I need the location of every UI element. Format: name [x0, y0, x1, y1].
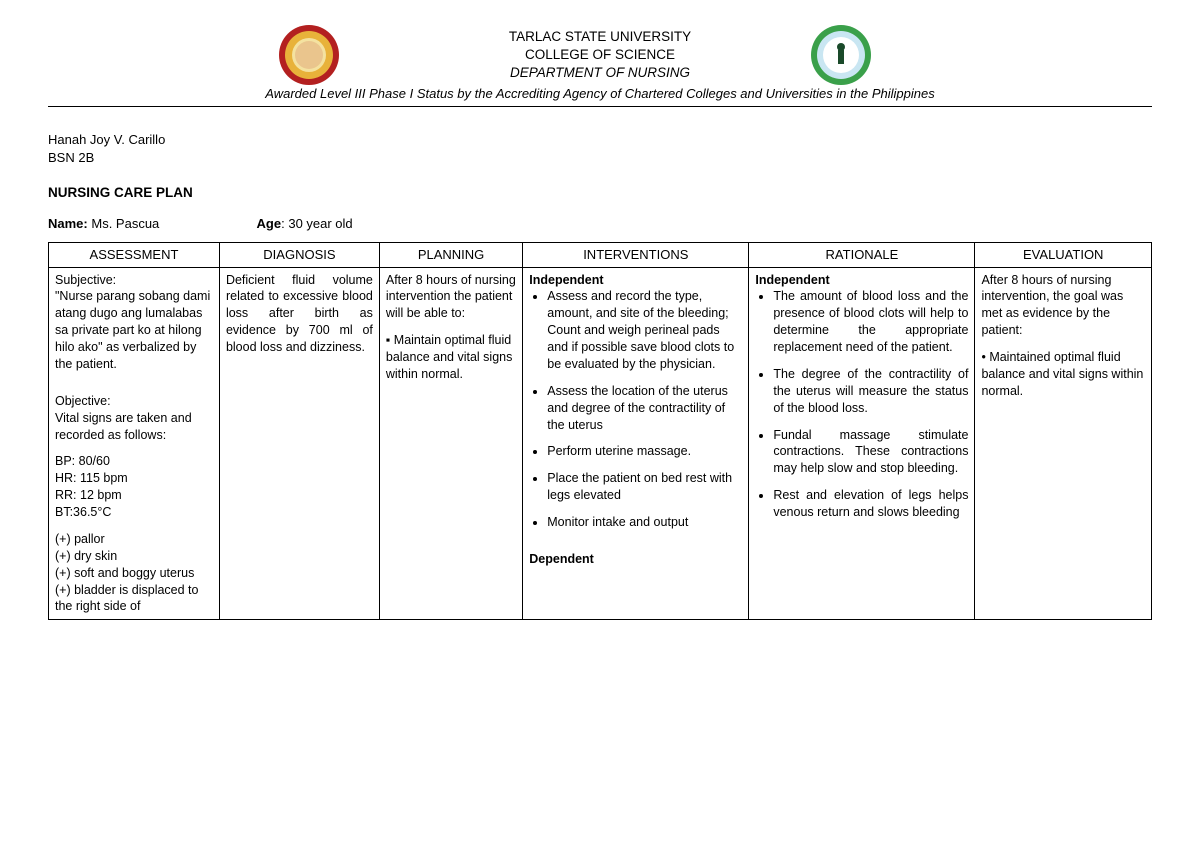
logo-right: [810, 24, 872, 86]
col-interventions: INTERVENTIONS: [523, 243, 749, 268]
intervention-item: Perform uterine massage.: [547, 443, 742, 460]
patient-age-label: Age: [257, 216, 282, 231]
diagnosis-text: Deficient fluid volume related to excess…: [226, 272, 373, 356]
rationale-item: Fundal massage stimulate contractions. T…: [773, 427, 968, 478]
student-name: Hanah Joy V. Carillo: [48, 131, 1152, 149]
intervention-item: Place the patient on bed rest with legs …: [547, 470, 742, 504]
student-section: BSN 2B: [48, 149, 1152, 167]
diagnosis-cell: Deficient fluid volume related to excess…: [219, 267, 379, 620]
intervention-item: Assess and record the type, amount, and …: [547, 288, 742, 372]
patient-line: Name: Ms. Pascua Age: 30 year old: [48, 215, 1152, 233]
objective-intro: Vital signs are taken and recorded as fo…: [55, 411, 192, 442]
patient-name-label: Name:: [48, 216, 88, 231]
subjective-label: Subjective:: [55, 273, 116, 287]
finding: (+) soft and boggy uterus: [55, 566, 194, 580]
vital-bt: BT:36.5°C: [55, 505, 111, 519]
rationale-cell: Independent The amount of blood loss and…: [749, 267, 975, 620]
rationale-item: The amount of blood loss and the presenc…: [773, 288, 968, 356]
objective-label: Objective:: [55, 394, 111, 408]
finding: (+) bladder is displaced to the right si…: [55, 583, 198, 614]
finding: (+) dry skin: [55, 549, 117, 563]
document-header: TARLAC STATE UNIVERSITY COLLEGE OF SCIEN…: [48, 28, 1152, 107]
vital-bp: BP: 80/60: [55, 454, 110, 468]
assessment-cell: Subjective: "Nurse parang sobang dami at…: [49, 267, 220, 620]
planning-intro: After 8 hours of nursing intervention th…: [386, 272, 516, 323]
accreditation-line: Awarded Level III Phase I Status by the …: [48, 85, 1152, 103]
table-header-row: ASSESSMENT DIAGNOSIS PLANNING INTERVENTI…: [49, 243, 1152, 268]
rationale-independent-label: Independent: [755, 272, 968, 289]
logo-left: [278, 24, 340, 86]
rationale-item: The degree of the contractility of the u…: [773, 366, 968, 417]
evaluation-intro: After 8 hours of nursing intervention, t…: [981, 272, 1145, 340]
interventions-list: Assess and record the type, amount, and …: [529, 288, 742, 531]
university-name: TARLAC STATE UNIVERSITY: [509, 28, 691, 46]
intervention-item: Monitor intake and output: [547, 514, 742, 531]
plan-title: NURSING CARE PLAN: [48, 184, 1152, 202]
independent-label: Independent: [529, 272, 742, 289]
finding: (+) pallor: [55, 532, 105, 546]
dependent-label: Dependent: [529, 551, 742, 568]
intervention-item: Assess the location of the uterus and de…: [547, 383, 742, 434]
patient-name: Ms. Pascua: [91, 216, 159, 231]
col-rationale: RATIONALE: [749, 243, 975, 268]
patient-age: : 30 year old: [281, 216, 353, 231]
evaluation-result: • Maintained optimal fluid balance and v…: [981, 349, 1145, 400]
student-info: Hanah Joy V. Carillo BSN 2B: [48, 131, 1152, 166]
subjective-text: "Nurse parang sobang dami atang dugo ang…: [55, 289, 210, 371]
evaluation-cell: After 8 hours of nursing intervention, t…: [975, 267, 1152, 620]
care-plan-table: ASSESSMENT DIAGNOSIS PLANNING INTERVENTI…: [48, 242, 1152, 620]
rationale-list: The amount of blood loss and the presenc…: [755, 288, 968, 521]
rationale-item: Rest and elevation of legs helps venous …: [773, 487, 968, 521]
planning-goal: ▪ Maintain optimal fluid balance and vit…: [386, 332, 516, 383]
col-planning: PLANNING: [379, 243, 522, 268]
col-evaluation: EVALUATION: [975, 243, 1152, 268]
interventions-cell: Independent Assess and record the type, …: [523, 267, 749, 620]
college-name: COLLEGE OF SCIENCE: [509, 46, 691, 64]
col-diagnosis: DIAGNOSIS: [219, 243, 379, 268]
vital-hr: HR: 115 bpm: [55, 471, 128, 485]
planning-cell: After 8 hours of nursing intervention th…: [379, 267, 522, 620]
vital-rr: RR: 12 bpm: [55, 488, 122, 502]
table-row: Subjective: "Nurse parang sobang dami at…: [49, 267, 1152, 620]
col-assessment: ASSESSMENT: [49, 243, 220, 268]
department-name: DEPARTMENT OF NURSING: [509, 64, 691, 82]
